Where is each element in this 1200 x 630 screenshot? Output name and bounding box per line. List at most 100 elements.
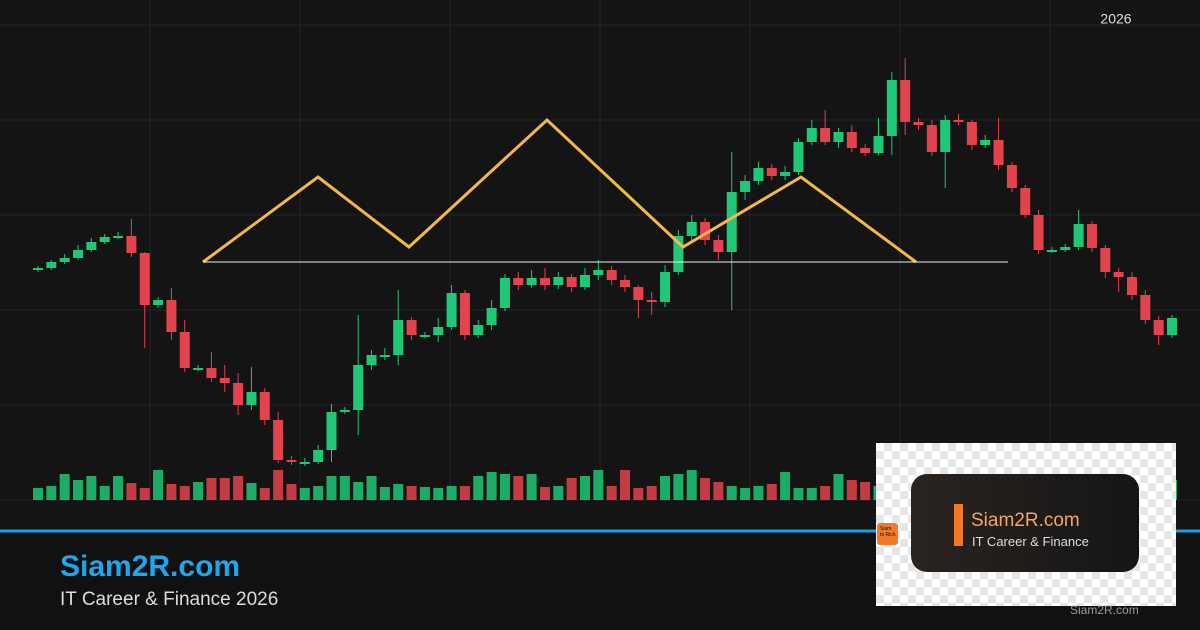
volume-bar bbox=[446, 486, 457, 500]
volume-bar bbox=[686, 470, 697, 500]
candle-body bbox=[700, 222, 711, 240]
candle-body bbox=[940, 120, 951, 152]
candle-body bbox=[1006, 165, 1017, 188]
candle-body bbox=[86, 242, 97, 250]
logo-tagline: IT Career & Finance bbox=[972, 534, 1089, 549]
candle-body bbox=[1060, 247, 1071, 250]
volume-bar bbox=[353, 482, 364, 500]
candle-body bbox=[526, 278, 537, 285]
volume-bar bbox=[833, 474, 844, 500]
candle-body bbox=[993, 140, 1004, 165]
candle-body bbox=[113, 236, 124, 238]
volume-bar bbox=[620, 470, 631, 500]
candle-body bbox=[393, 320, 404, 355]
candle-body bbox=[499, 278, 510, 308]
candle-body bbox=[673, 236, 684, 272]
candle-body bbox=[539, 278, 550, 285]
candle-body bbox=[846, 132, 857, 148]
volume-bar bbox=[273, 470, 284, 500]
volume-bar bbox=[32, 488, 44, 500]
volume-bar bbox=[820, 486, 831, 500]
volume-bar bbox=[86, 476, 97, 500]
candle-body bbox=[686, 222, 697, 236]
candle-body bbox=[820, 128, 831, 142]
volume-bar bbox=[606, 486, 617, 500]
candle-body bbox=[593, 270, 604, 275]
year-label: 2026 bbox=[1100, 11, 1131, 27]
candle-body bbox=[166, 300, 177, 332]
volume-bar bbox=[233, 476, 244, 500]
volume-bar bbox=[633, 488, 644, 500]
candle-body bbox=[1126, 277, 1137, 295]
candle-body bbox=[633, 287, 644, 300]
candle-body bbox=[1086, 224, 1097, 248]
candle-body bbox=[366, 355, 377, 365]
volume-bar bbox=[113, 476, 124, 500]
volume-bar bbox=[553, 486, 564, 500]
volume-bar bbox=[766, 484, 777, 500]
volume-bar bbox=[126, 483, 137, 500]
volume-bar bbox=[566, 478, 577, 500]
volume-bar bbox=[593, 470, 604, 500]
grid bbox=[0, 0, 1200, 501]
candle-body bbox=[153, 300, 164, 305]
candle-body bbox=[966, 122, 977, 145]
footer-title: Siam2R.com bbox=[60, 550, 240, 583]
candle-body bbox=[286, 460, 297, 462]
candle-body bbox=[1100, 248, 1111, 272]
volume-bar bbox=[473, 476, 484, 500]
volume-bar bbox=[486, 472, 497, 500]
volume-bar bbox=[459, 486, 470, 500]
candle-body bbox=[473, 325, 484, 335]
logo-box: Siam2R.com IT Career & Finance Siam to Ri… bbox=[876, 443, 1176, 606]
volume-bar bbox=[499, 474, 510, 500]
candle-body bbox=[766, 168, 777, 176]
candle-body bbox=[1140, 295, 1151, 320]
candle-body bbox=[446, 293, 457, 327]
volume-bar bbox=[366, 476, 377, 500]
candle-body bbox=[32, 268, 44, 270]
volume-bar bbox=[539, 487, 550, 500]
volume-bar bbox=[393, 484, 404, 500]
candle-body bbox=[433, 327, 444, 335]
candle-body bbox=[406, 320, 417, 335]
volume-bar bbox=[286, 484, 297, 500]
volume-bar bbox=[513, 476, 524, 500]
footer-subtitle: IT Career & Finance 2026 bbox=[60, 589, 278, 610]
candle-body bbox=[313, 450, 324, 462]
volume-bar bbox=[313, 486, 324, 500]
candle-body bbox=[566, 277, 577, 287]
candle-body bbox=[1113, 272, 1124, 277]
candle-body bbox=[740, 181, 751, 192]
volume-bar bbox=[726, 486, 737, 500]
volume-bar bbox=[166, 484, 177, 500]
volume-bar bbox=[179, 486, 190, 500]
candle-body bbox=[860, 148, 871, 153]
volume-bar bbox=[379, 487, 390, 500]
candle-body bbox=[326, 412, 337, 450]
candle-body bbox=[793, 142, 804, 172]
candle-body bbox=[753, 168, 764, 181]
logo-card: Siam2R.com IT Career & Finance bbox=[911, 474, 1139, 572]
candle-body bbox=[486, 308, 497, 325]
volume-bar bbox=[246, 483, 257, 500]
candle-body bbox=[646, 300, 657, 302]
candle-body bbox=[99, 237, 110, 242]
candle-body bbox=[1033, 215, 1044, 250]
candle-body bbox=[833, 132, 844, 142]
candle-body bbox=[139, 253, 150, 305]
candle-body bbox=[1046, 250, 1057, 252]
volume-bar bbox=[646, 486, 657, 500]
watermark: Siam2R.com bbox=[1070, 603, 1139, 617]
volume-bar bbox=[660, 476, 671, 500]
candle-body bbox=[660, 272, 671, 302]
candle-body bbox=[339, 410, 350, 412]
logo-badge: Siam to Rich bbox=[877, 523, 898, 545]
candle-body bbox=[73, 250, 84, 258]
candle-body bbox=[299, 462, 310, 464]
logo-name: Siam2R.com bbox=[971, 510, 1080, 531]
candle-body bbox=[419, 335, 430, 337]
volume-bar bbox=[419, 487, 430, 500]
volume-bar bbox=[193, 482, 204, 500]
